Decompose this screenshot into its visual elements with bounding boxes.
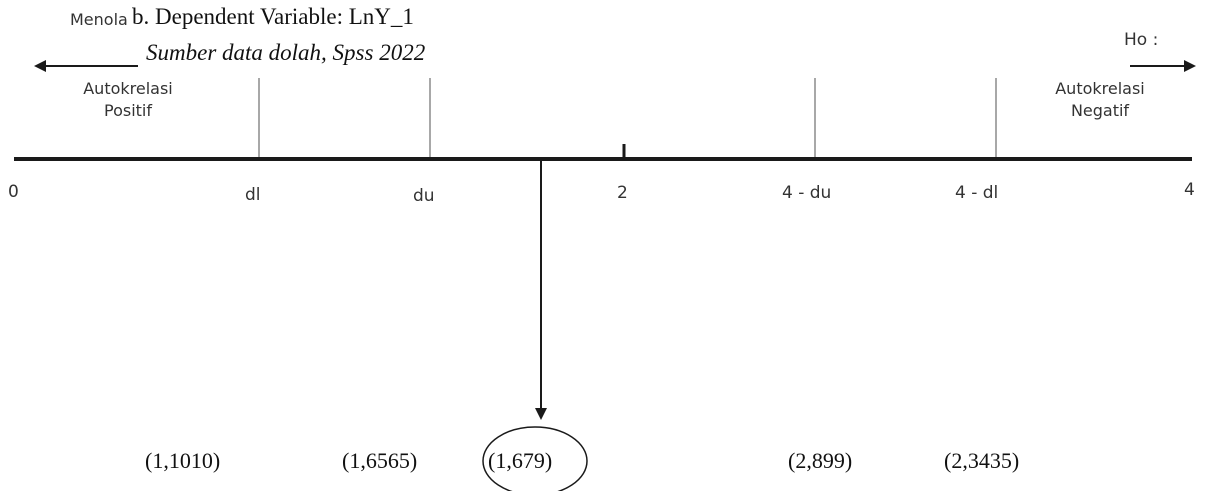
value-du: (1,6565) xyxy=(342,448,418,473)
dependent-variable-note: b. Dependent Variable: LnY_1 xyxy=(132,4,414,29)
right-region-line-1: Autokrelasi xyxy=(1055,79,1145,98)
left-region-label: Autokrelasi Positif xyxy=(72,78,184,122)
left-region-line-2: Positif xyxy=(104,101,152,120)
left-region-line-1: Autokrelasi xyxy=(83,79,173,98)
data-source-note: Sumber data dolah, Spss 2022 xyxy=(146,40,426,65)
value-4-du: (2,899) xyxy=(788,448,853,473)
axis-label-4-dl: 4 - dl xyxy=(955,183,999,203)
value-4-dl: (2,3435) xyxy=(944,448,1020,473)
axis-label-4-du: 4 - du xyxy=(782,183,832,203)
right-header-label: Ho : xyxy=(1124,30,1159,50)
axis-label-du: du xyxy=(413,186,435,206)
value-dw-result: (1,679) xyxy=(488,448,553,473)
right-region-line-2: Negatif xyxy=(1070,101,1130,120)
axis-label-2: 2 xyxy=(617,183,628,203)
right-region-label: Autokrelasi Negatif xyxy=(1044,78,1156,122)
result-highlight-ellipse xyxy=(482,426,588,491)
axis-label-0: 0 xyxy=(8,182,19,202)
left-header-label: Menola xyxy=(70,10,128,29)
value-dl: (1,1010) xyxy=(145,448,221,473)
axis-label-dl: dl xyxy=(245,185,261,205)
axis-label-4: 4 xyxy=(1184,180,1195,200)
